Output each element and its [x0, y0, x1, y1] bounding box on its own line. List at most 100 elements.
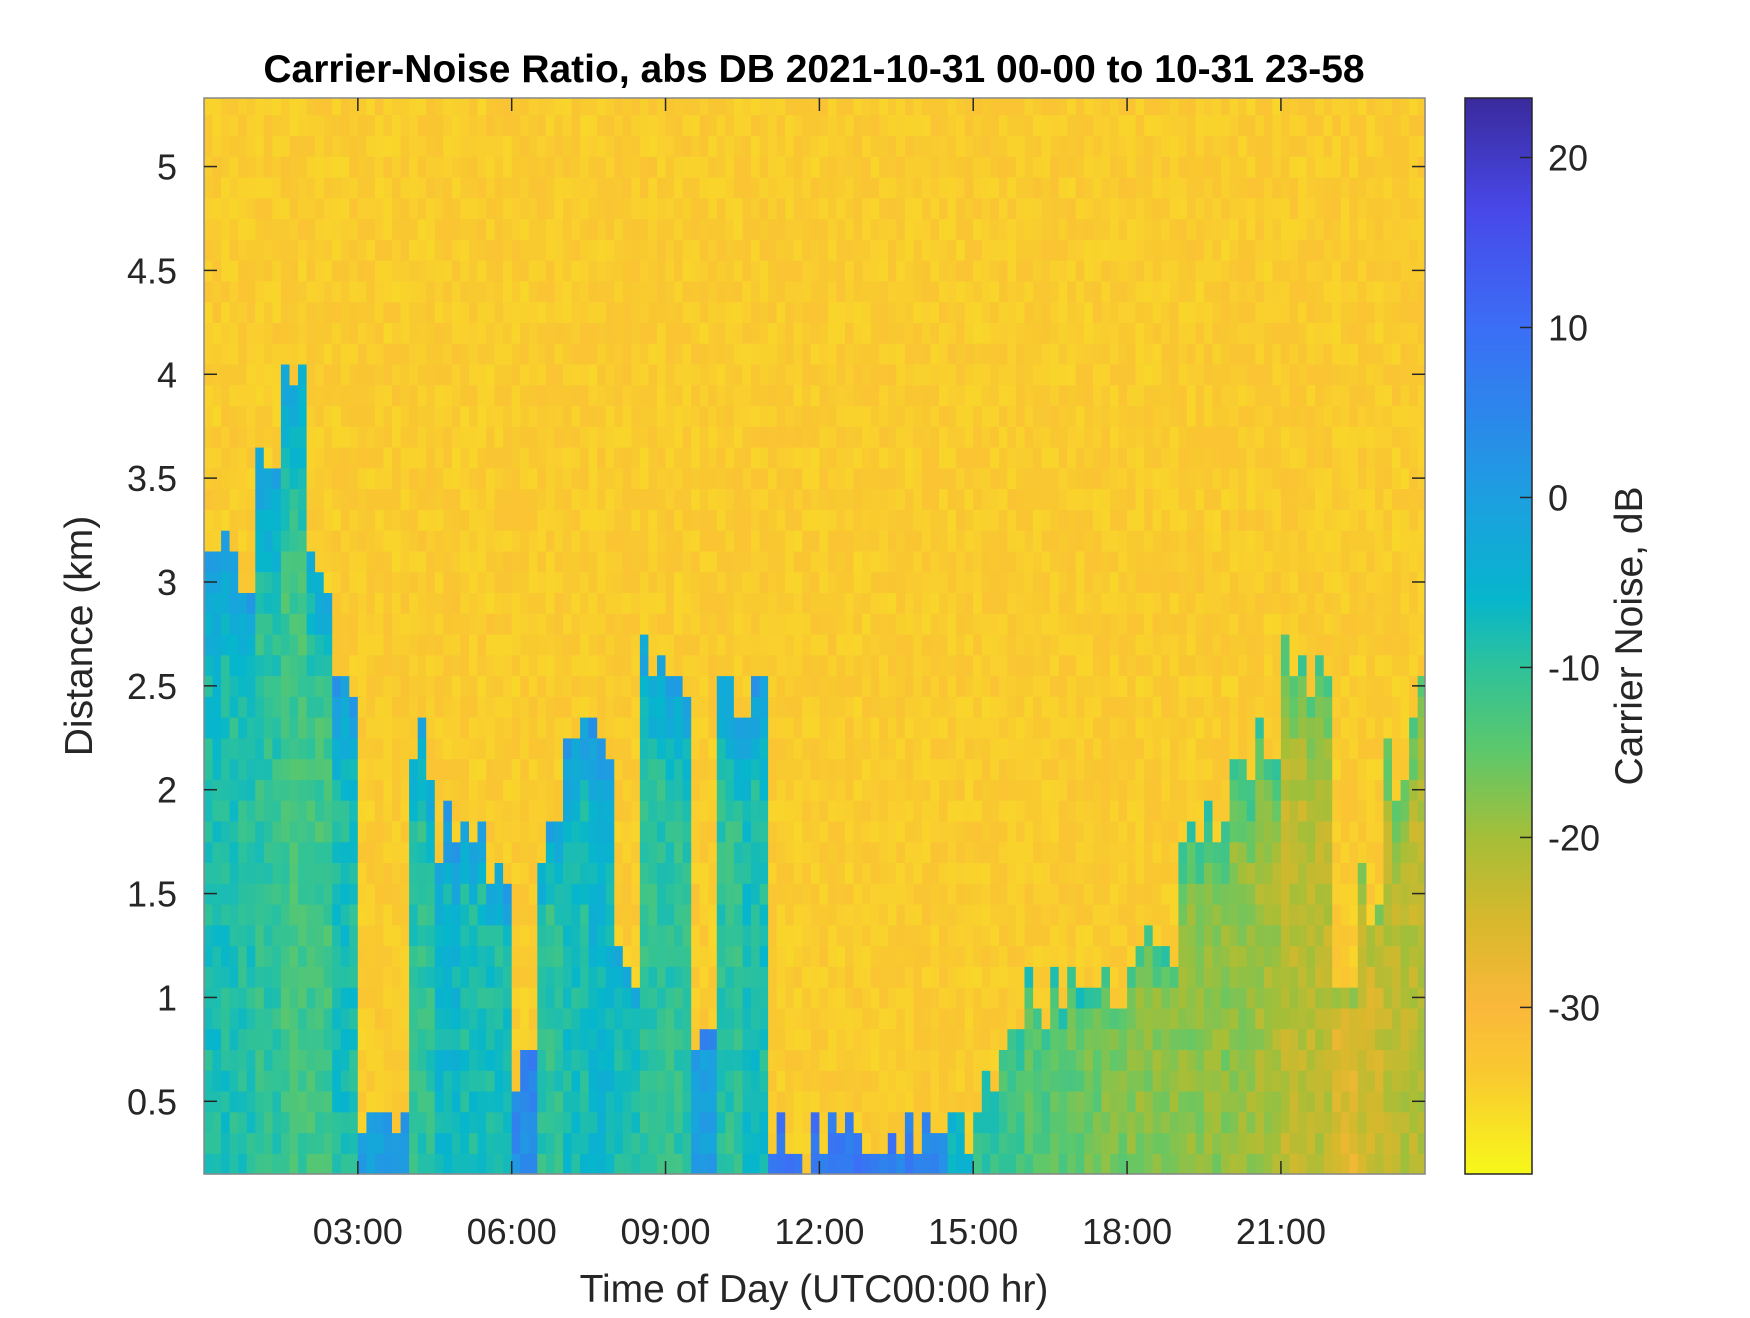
heatmap-cell — [691, 156, 701, 178]
heatmap-cell — [648, 592, 658, 614]
heatmap-cell — [366, 1049, 376, 1071]
heatmap-cell — [947, 363, 957, 386]
heatmap-cell — [870, 717, 880, 739]
heatmap-cell — [537, 322, 547, 344]
heatmap-cell — [981, 862, 991, 884]
heatmap-cell — [503, 322, 513, 344]
heatmap-cell — [597, 114, 607, 136]
heatmap-cell — [280, 156, 290, 178]
heatmap-cell — [212, 1049, 222, 1071]
heatmap-cell — [631, 717, 641, 739]
heatmap-cell — [298, 613, 308, 635]
heatmap-cell — [246, 820, 256, 843]
heatmap-cell — [537, 1090, 547, 1113]
heatmap-cell — [896, 571, 906, 593]
heatmap-cell — [768, 322, 778, 344]
heatmap-cell — [622, 966, 632, 988]
heatmap-cell — [639, 613, 649, 635]
heatmap-cell — [657, 405, 667, 427]
heatmap-cell — [657, 156, 667, 178]
heatmap-cell — [785, 156, 795, 178]
heatmap-cell — [298, 592, 308, 614]
heatmap-cell — [511, 447, 521, 469]
heatmap-cell — [1024, 1153, 1034, 1175]
heatmap-cell — [827, 1007, 837, 1030]
heatmap-cell — [494, 343, 504, 365]
heatmap-cell — [939, 1070, 949, 1092]
heatmap-cell — [1016, 883, 1026, 905]
heatmap-cell — [921, 384, 931, 407]
heatmap-cell — [768, 1070, 778, 1092]
heatmap-cell — [785, 862, 795, 884]
heatmap-cell — [306, 841, 316, 863]
heatmap-cell — [921, 1153, 931, 1175]
heatmap-cell — [460, 633, 470, 656]
heatmap-cell — [409, 1049, 419, 1071]
heatmap-cell — [400, 343, 410, 365]
heatmap-cell — [879, 779, 889, 801]
heatmap-cell — [280, 633, 290, 656]
heatmap-cell — [494, 696, 504, 718]
heatmap-cell — [614, 862, 624, 884]
heatmap-cell — [289, 447, 299, 469]
heatmap-cell — [785, 301, 795, 323]
heatmap-cell — [733, 322, 743, 344]
heatmap-cell — [477, 447, 487, 469]
heatmap-cell — [836, 904, 846, 926]
heatmap-cell — [742, 301, 752, 323]
heatmap-cell — [674, 301, 684, 323]
heatmap-cell — [417, 945, 427, 967]
heatmap-cell — [733, 654, 743, 677]
heatmap-cell — [400, 1049, 410, 1071]
heatmap-cell — [930, 696, 940, 718]
heatmap-cell — [699, 280, 709, 303]
heatmap-cell — [443, 800, 453, 822]
heatmap-cell — [537, 239, 547, 261]
heatmap-cell — [742, 1090, 752, 1113]
heatmap-cell — [571, 114, 581, 136]
heatmap-cell — [810, 1070, 820, 1092]
heatmap-cell — [716, 488, 726, 510]
heatmap-cell — [298, 758, 308, 780]
heatmap-cell — [238, 218, 248, 240]
heatmap-cell — [785, 447, 795, 469]
heatmap-cell — [460, 405, 470, 427]
heatmap-cell — [904, 800, 914, 822]
heatmap-cell — [930, 447, 940, 469]
heatmap-cell — [819, 467, 829, 490]
heatmap-cell — [366, 675, 376, 697]
heatmap-cell — [434, 966, 444, 988]
heatmap-cell — [819, 592, 829, 614]
heatmap-cell — [845, 260, 855, 282]
heatmap-cell — [759, 696, 769, 718]
heatmap-cell — [793, 488, 803, 510]
heatmap-cell — [263, 550, 273, 573]
heatmap-cell — [836, 197, 846, 220]
heatmap-cell — [486, 1049, 496, 1071]
heatmap-cell — [802, 447, 812, 469]
heatmap-cell — [639, 176, 649, 199]
heatmap-cell — [272, 592, 282, 614]
heatmap-cell — [657, 1049, 667, 1071]
heatmap-cell — [802, 114, 812, 136]
heatmap-cell — [682, 1049, 692, 1071]
heatmap-cell — [571, 696, 581, 718]
heatmap-cell — [563, 904, 573, 926]
heatmap-cell — [1016, 841, 1026, 863]
heatmap-cell — [614, 966, 624, 988]
heatmap-cell — [845, 1111, 855, 1134]
heatmap-cell — [323, 758, 333, 780]
heatmap-cell — [605, 384, 615, 407]
heatmap-cell — [1007, 218, 1017, 240]
heatmap-cell — [682, 343, 692, 365]
heatmap-cell — [639, 1090, 649, 1113]
heatmap-cell — [417, 924, 427, 947]
heatmap-cell — [870, 447, 880, 469]
heatmap-cell — [682, 467, 692, 490]
heatmap — [204, 98, 1426, 1175]
heatmap-cell — [862, 966, 872, 988]
heatmap-cell — [742, 1007, 752, 1030]
heatmap-cell — [631, 737, 641, 760]
heatmap-cell — [392, 924, 402, 947]
heatmap-cell — [486, 654, 496, 677]
